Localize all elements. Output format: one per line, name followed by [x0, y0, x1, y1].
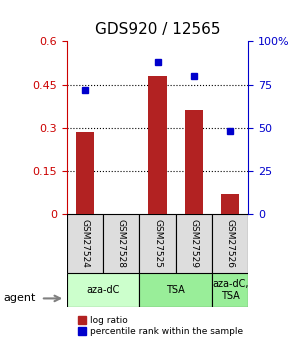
- Text: GSM27528: GSM27528: [117, 219, 126, 268]
- FancyBboxPatch shape: [67, 214, 103, 273]
- Text: GDS920 / 12565: GDS920 / 12565: [95, 22, 220, 37]
- FancyBboxPatch shape: [176, 214, 212, 273]
- FancyBboxPatch shape: [212, 273, 248, 307]
- FancyBboxPatch shape: [103, 214, 139, 273]
- FancyBboxPatch shape: [67, 273, 139, 307]
- Text: GSM27529: GSM27529: [189, 219, 198, 268]
- Bar: [185, 110, 203, 214]
- Text: agent: agent: [3, 294, 35, 303]
- Text: GSM27526: GSM27526: [226, 219, 235, 268]
- Bar: [148, 76, 167, 214]
- FancyBboxPatch shape: [212, 214, 248, 273]
- Bar: [221, 194, 239, 214]
- Text: GSM27525: GSM27525: [153, 219, 162, 268]
- Legend: log ratio, percentile rank within the sample: log ratio, percentile rank within the sa…: [78, 316, 243, 336]
- Text: aza-dC: aza-dC: [86, 285, 120, 295]
- FancyBboxPatch shape: [139, 273, 212, 307]
- Text: aza-dC,
TSA: aza-dC, TSA: [212, 279, 248, 300]
- FancyBboxPatch shape: [139, 214, 176, 273]
- Text: GSM27524: GSM27524: [80, 219, 89, 268]
- Bar: [76, 132, 94, 214]
- Text: TSA: TSA: [166, 285, 185, 295]
